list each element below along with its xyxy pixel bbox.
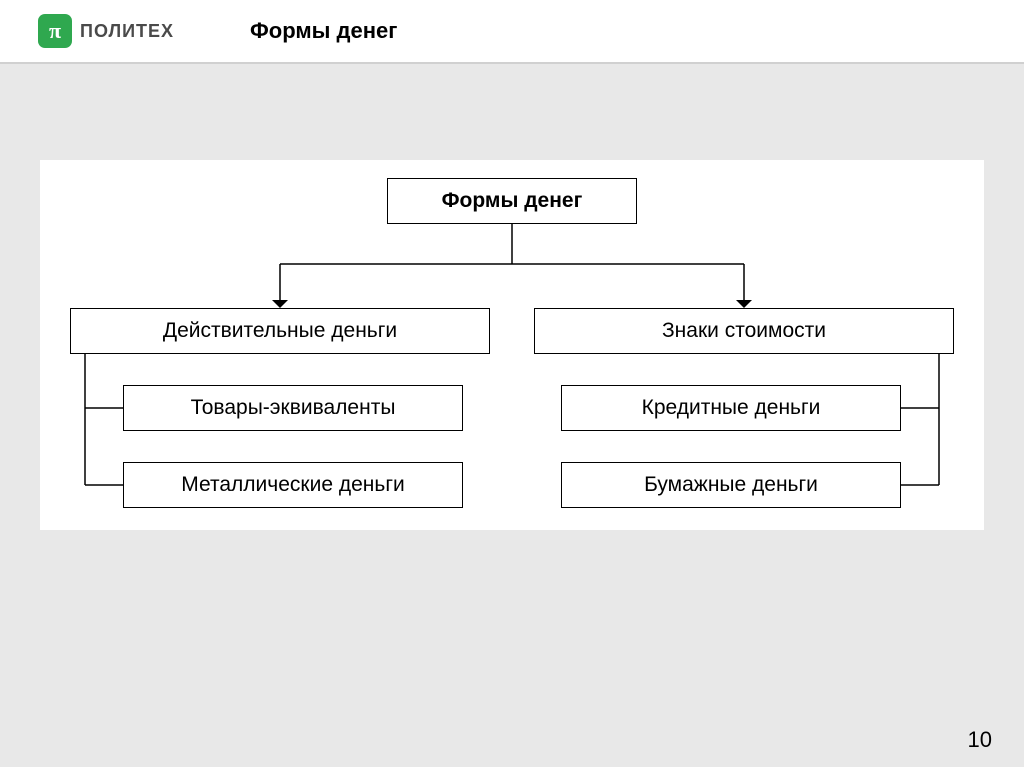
branch-0-child-1: Металлические деньги (123, 462, 463, 508)
branch-header-1: Знаки стоимости (534, 308, 954, 354)
diagram-canvas: Формы денег Действительные деньги Товары-э… (40, 160, 984, 530)
logo: π ПОЛИТЕХ (38, 14, 174, 48)
logo-text: ПОЛИТЕХ (80, 21, 174, 42)
slide-header: π ПОЛИТЕХ (0, 0, 1024, 64)
branch-1-child-1: Бумажные деньги (561, 462, 901, 508)
branch-header-0: Действительные деньги (70, 308, 490, 354)
tree-root: Формы денег (387, 178, 637, 224)
logo-pi-icon: π (38, 14, 72, 48)
slide-title: Формы денег (250, 18, 397, 44)
page-number: 10 (968, 727, 992, 753)
branch-0-child-0: Товары-эквиваленты (123, 385, 463, 431)
branch-1-child-0: Кредитные деньги (561, 385, 901, 431)
